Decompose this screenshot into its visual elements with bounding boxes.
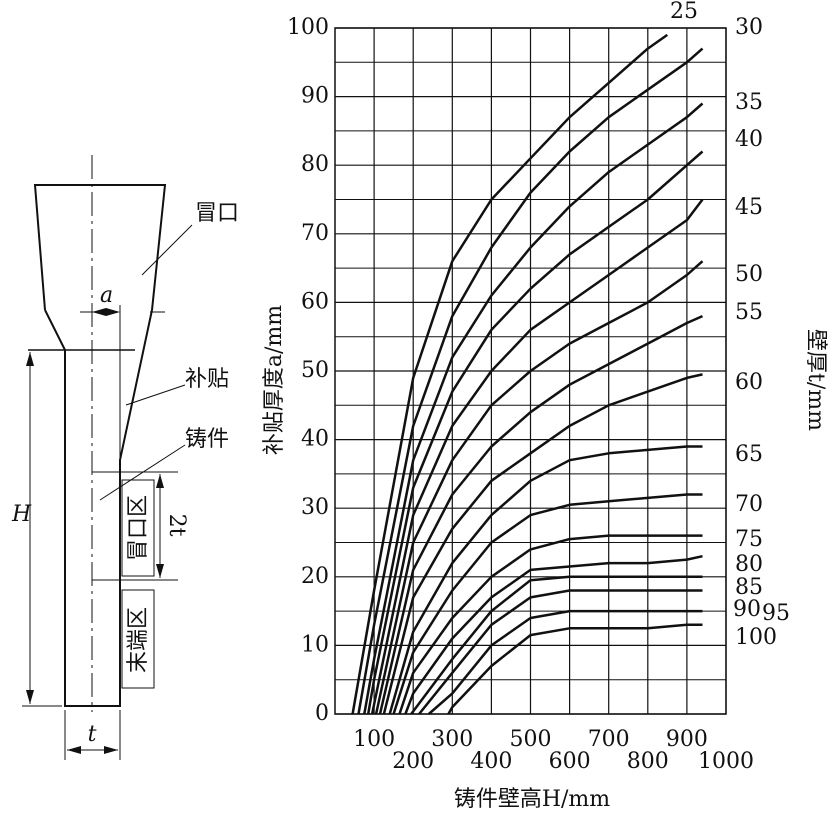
series-label: 95 xyxy=(762,601,790,626)
series-label: 70 xyxy=(735,492,763,517)
series-label: 25 xyxy=(670,0,698,24)
y-axis-label: 补贴厚度a/mm xyxy=(262,305,287,455)
x-tick-label: 1000 xyxy=(698,749,754,774)
end-zone-label: 末端区 xyxy=(126,607,151,673)
a-label: a xyxy=(100,283,113,308)
curve xyxy=(382,373,703,715)
curve xyxy=(404,554,703,715)
riser-shape xyxy=(33,184,167,311)
series-label: 75 xyxy=(735,527,763,552)
x-tick-label: 500 xyxy=(510,727,552,752)
y-tick-label: 10 xyxy=(301,632,329,657)
curve xyxy=(410,575,703,715)
series-label: 80 xyxy=(735,552,763,577)
series-label: 35 xyxy=(735,90,763,115)
curve xyxy=(370,198,704,715)
series-label: 65 xyxy=(735,442,763,467)
padding-label: 补贴 xyxy=(185,367,229,392)
curve xyxy=(374,260,704,715)
diagram xyxy=(22,155,193,760)
curve xyxy=(357,47,704,715)
y-tick-label: 90 xyxy=(301,84,329,109)
curve xyxy=(392,493,703,715)
curve xyxy=(427,609,703,715)
curve xyxy=(363,102,704,715)
2t-label: 2t xyxy=(164,514,189,537)
x-axis-label: 铸件壁高H/mm xyxy=(454,787,610,812)
leader xyxy=(141,224,193,276)
y2-axis-label: 壁厚t/mm xyxy=(803,329,828,431)
series-label: 55 xyxy=(735,300,763,325)
curve xyxy=(398,534,703,715)
casting-shape xyxy=(44,309,153,707)
x-tick-label: 700 xyxy=(588,727,630,752)
series-label: 50 xyxy=(735,262,763,287)
riser-label: 冒口 xyxy=(195,201,239,226)
leader xyxy=(125,384,186,406)
series-label: 45 xyxy=(735,195,763,220)
series-label: 30 xyxy=(735,15,763,40)
casting-label: 铸件 xyxy=(185,427,229,452)
y-tick-label: 80 xyxy=(301,152,329,177)
y-tick-label: 60 xyxy=(301,289,329,314)
x-tick-label: 300 xyxy=(431,727,473,752)
x-tick-label: 200 xyxy=(392,749,434,774)
y-tick-label: 100 xyxy=(287,15,329,40)
y-tick-label: 70 xyxy=(301,221,329,246)
y-tick-label: 40 xyxy=(301,427,329,452)
zone-box xyxy=(121,589,155,689)
series-label: 100 xyxy=(735,625,777,650)
curve xyxy=(388,445,703,715)
series-label: 40 xyxy=(735,127,763,152)
riser-zone-label: 冒口区 xyxy=(126,495,151,561)
series-label: 60 xyxy=(735,370,763,395)
t-label: t xyxy=(88,722,97,747)
leader xyxy=(99,444,186,501)
x-tick-label: 100 xyxy=(353,727,395,752)
curve xyxy=(418,589,703,715)
curve xyxy=(447,623,703,715)
series-label: 90 xyxy=(733,597,761,622)
curve xyxy=(378,314,704,715)
series-label: 85 xyxy=(735,575,763,600)
y-tick-label: 50 xyxy=(301,358,329,383)
curve xyxy=(366,150,704,715)
zone-box xyxy=(121,479,155,577)
y-tick-label: 20 xyxy=(301,564,329,589)
y-tick-label: 0 xyxy=(315,701,329,726)
x-tick-label: 900 xyxy=(666,727,708,752)
x-tick-label: 800 xyxy=(627,749,669,774)
curve xyxy=(351,33,669,715)
y-tick-label: 30 xyxy=(301,495,329,520)
x-tick-label: 400 xyxy=(470,749,512,774)
h-label: H xyxy=(11,502,32,527)
x-tick-label: 600 xyxy=(549,749,591,774)
